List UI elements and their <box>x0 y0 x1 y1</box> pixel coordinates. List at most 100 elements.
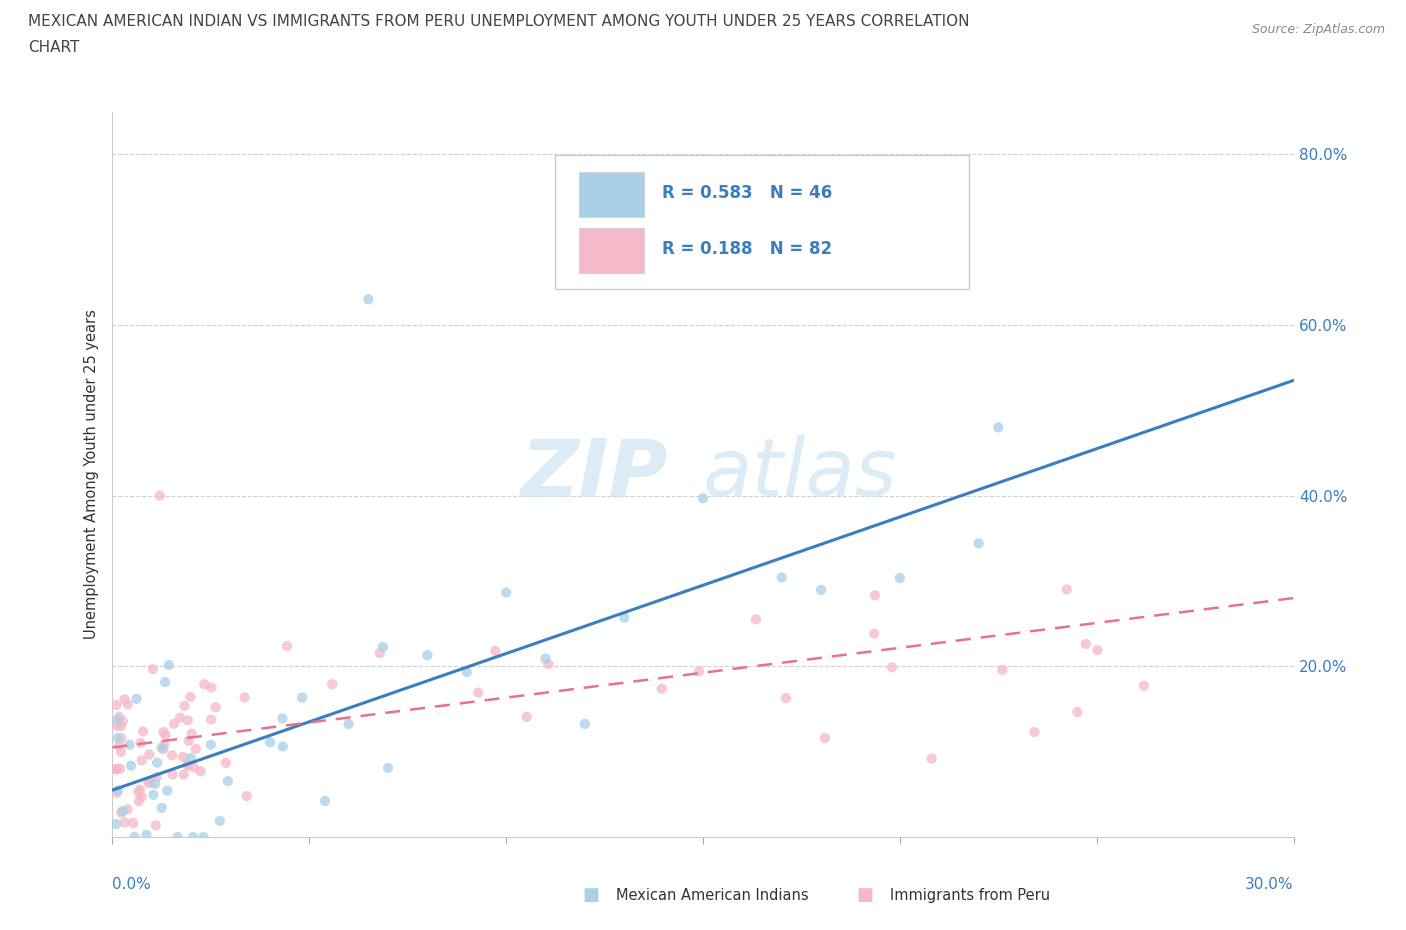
Point <box>416 647 439 662</box>
Point <box>108 762 131 777</box>
Point <box>143 777 166 791</box>
Point <box>107 730 129 745</box>
Point <box>146 755 169 770</box>
Point <box>183 760 205 775</box>
Point <box>1024 724 1046 739</box>
Point <box>745 612 768 627</box>
Point <box>173 767 195 782</box>
Point <box>110 805 132 820</box>
Point <box>152 724 174 739</box>
Point <box>276 639 298 654</box>
Point <box>484 644 506 658</box>
Point <box>180 726 202 741</box>
Point <box>215 755 238 770</box>
Text: atlas: atlas <box>703 435 898 513</box>
Point <box>863 626 886 641</box>
Point <box>179 689 201 704</box>
Point <box>122 816 145 830</box>
Point <box>377 761 399 776</box>
Point <box>193 677 215 692</box>
Text: CHART: CHART <box>28 40 80 55</box>
Point <box>169 711 191 725</box>
Point <box>105 786 128 801</box>
Point <box>114 692 136 707</box>
Point <box>150 801 173 816</box>
Point <box>166 830 188 844</box>
Point <box>967 536 990 551</box>
Point <box>105 719 128 734</box>
Point <box>921 751 943 766</box>
Point <box>111 804 134 818</box>
Point <box>204 699 226 714</box>
Text: R = 0.188   N = 82: R = 0.188 N = 82 <box>662 241 832 259</box>
Point <box>131 790 153 804</box>
Text: ■: ■ <box>582 886 599 904</box>
Point <box>810 582 832 597</box>
Point <box>180 751 202 765</box>
Point <box>172 750 194 764</box>
Point <box>863 588 886 603</box>
Point <box>357 292 380 307</box>
Point <box>127 785 149 800</box>
Point <box>157 658 180 672</box>
Point <box>770 570 793 585</box>
Point <box>259 735 281 750</box>
Point <box>200 712 222 727</box>
Point <box>1066 705 1088 720</box>
Point <box>456 665 478 680</box>
Point <box>105 698 128 712</box>
Point <box>129 736 152 751</box>
Point <box>177 713 200 728</box>
Point <box>208 814 231 829</box>
Point <box>145 769 167 784</box>
Point <box>105 762 128 777</box>
Point <box>142 662 165 677</box>
Point <box>153 737 176 752</box>
Text: Immigrants from Peru: Immigrants from Peru <box>890 888 1050 903</box>
Point <box>150 740 173 755</box>
Point <box>129 782 152 797</box>
Point <box>108 710 131 724</box>
Point <box>139 776 162 790</box>
Point <box>114 815 136 830</box>
Point <box>987 420 1010 435</box>
Point <box>156 783 179 798</box>
Point <box>173 698 195 713</box>
FancyBboxPatch shape <box>579 228 644 272</box>
Point <box>120 758 142 773</box>
Point <box>314 793 336 808</box>
Point <box>889 571 911 586</box>
Point <box>162 767 184 782</box>
Point <box>613 610 636 625</box>
Point <box>537 657 560 671</box>
Point <box>111 713 134 728</box>
Point <box>1056 582 1078 597</box>
Point <box>110 719 132 734</box>
Point <box>1133 678 1156 693</box>
Text: ■: ■ <box>856 886 873 904</box>
Point <box>495 585 517 600</box>
Point <box>131 753 153 768</box>
Point <box>176 758 198 773</box>
Point <box>516 710 538 724</box>
Point <box>132 724 155 739</box>
Point <box>371 640 394 655</box>
Point <box>534 651 557 666</box>
Point <box>142 788 165 803</box>
Point <box>117 697 139 711</box>
Point <box>117 802 139 817</box>
Point <box>1074 636 1097 651</box>
Point <box>200 737 222 752</box>
Point <box>651 681 673 696</box>
Point <box>321 677 343 692</box>
Point <box>271 739 294 754</box>
Point <box>110 731 132 746</box>
Point <box>467 685 489 700</box>
Point <box>108 738 131 753</box>
Text: Mexican American Indians: Mexican American Indians <box>616 888 808 903</box>
Point <box>368 645 391 660</box>
Point <box>193 830 215 844</box>
Point <box>128 793 150 808</box>
Text: R = 0.583   N = 46: R = 0.583 N = 46 <box>662 184 832 202</box>
Point <box>118 737 141 752</box>
